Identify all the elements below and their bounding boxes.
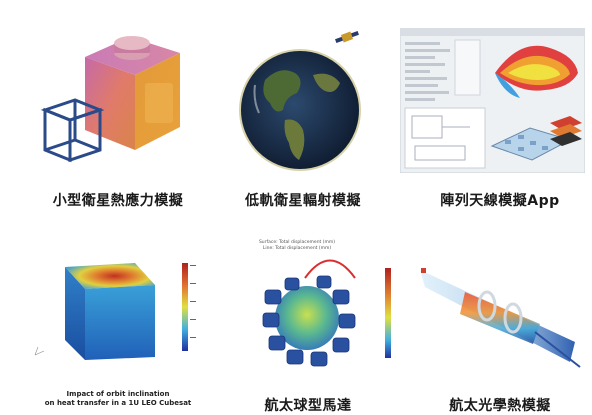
card-title-cubesat-heat-transfer: Impact of orbit inclination on heat tran… bbox=[28, 390, 208, 408]
spherical-motor-plot: Surface: Total displacement (mm) Line: T… bbox=[259, 239, 391, 367]
card-satellite-thermal-stress[interactable] bbox=[30, 15, 200, 165]
optical-thermal-image bbox=[420, 268, 581, 368]
card-leo-radiation[interactable] bbox=[235, 25, 375, 175]
card-title-line1: Impact of orbit inclination bbox=[66, 390, 170, 398]
card-title-spherical-motor: 航太球型馬達 bbox=[264, 398, 352, 414]
card-title-line2: on heat transfer in a 1U LEO Cubesat bbox=[44, 399, 192, 407]
card-spherical-motor[interactable]: Surface: Total displacement (mm) Line: T… bbox=[235, 238, 405, 378]
cubesat-heat-plot bbox=[34, 263, 196, 360]
motor-plot-title-line1: Surface: Total displacement (mm) bbox=[259, 239, 335, 245]
card-cubesat-heat-transfer[interactable] bbox=[30, 245, 210, 380]
antenna-app-screenshot bbox=[400, 28, 585, 173]
card-array-antenna-app[interactable] bbox=[400, 28, 585, 173]
earth-image bbox=[239, 31, 361, 171]
card-title-satellite-thermal-stress: 小型衛星熱應力模擬 bbox=[52, 193, 184, 209]
card-title-optical-thermal: 航太光學熱模擬 bbox=[449, 398, 551, 414]
card-title-leo-radiation: 低軌衛星輻射模擬 bbox=[245, 193, 361, 209]
card-optical-thermal[interactable] bbox=[415, 262, 585, 382]
motor-plot-title-line2: Line: Total displacement (mm) bbox=[263, 245, 332, 251]
card-title-array-antenna-app: 陣列天線模擬App bbox=[440, 193, 560, 209]
satellite-thermal-image bbox=[40, 36, 180, 163]
